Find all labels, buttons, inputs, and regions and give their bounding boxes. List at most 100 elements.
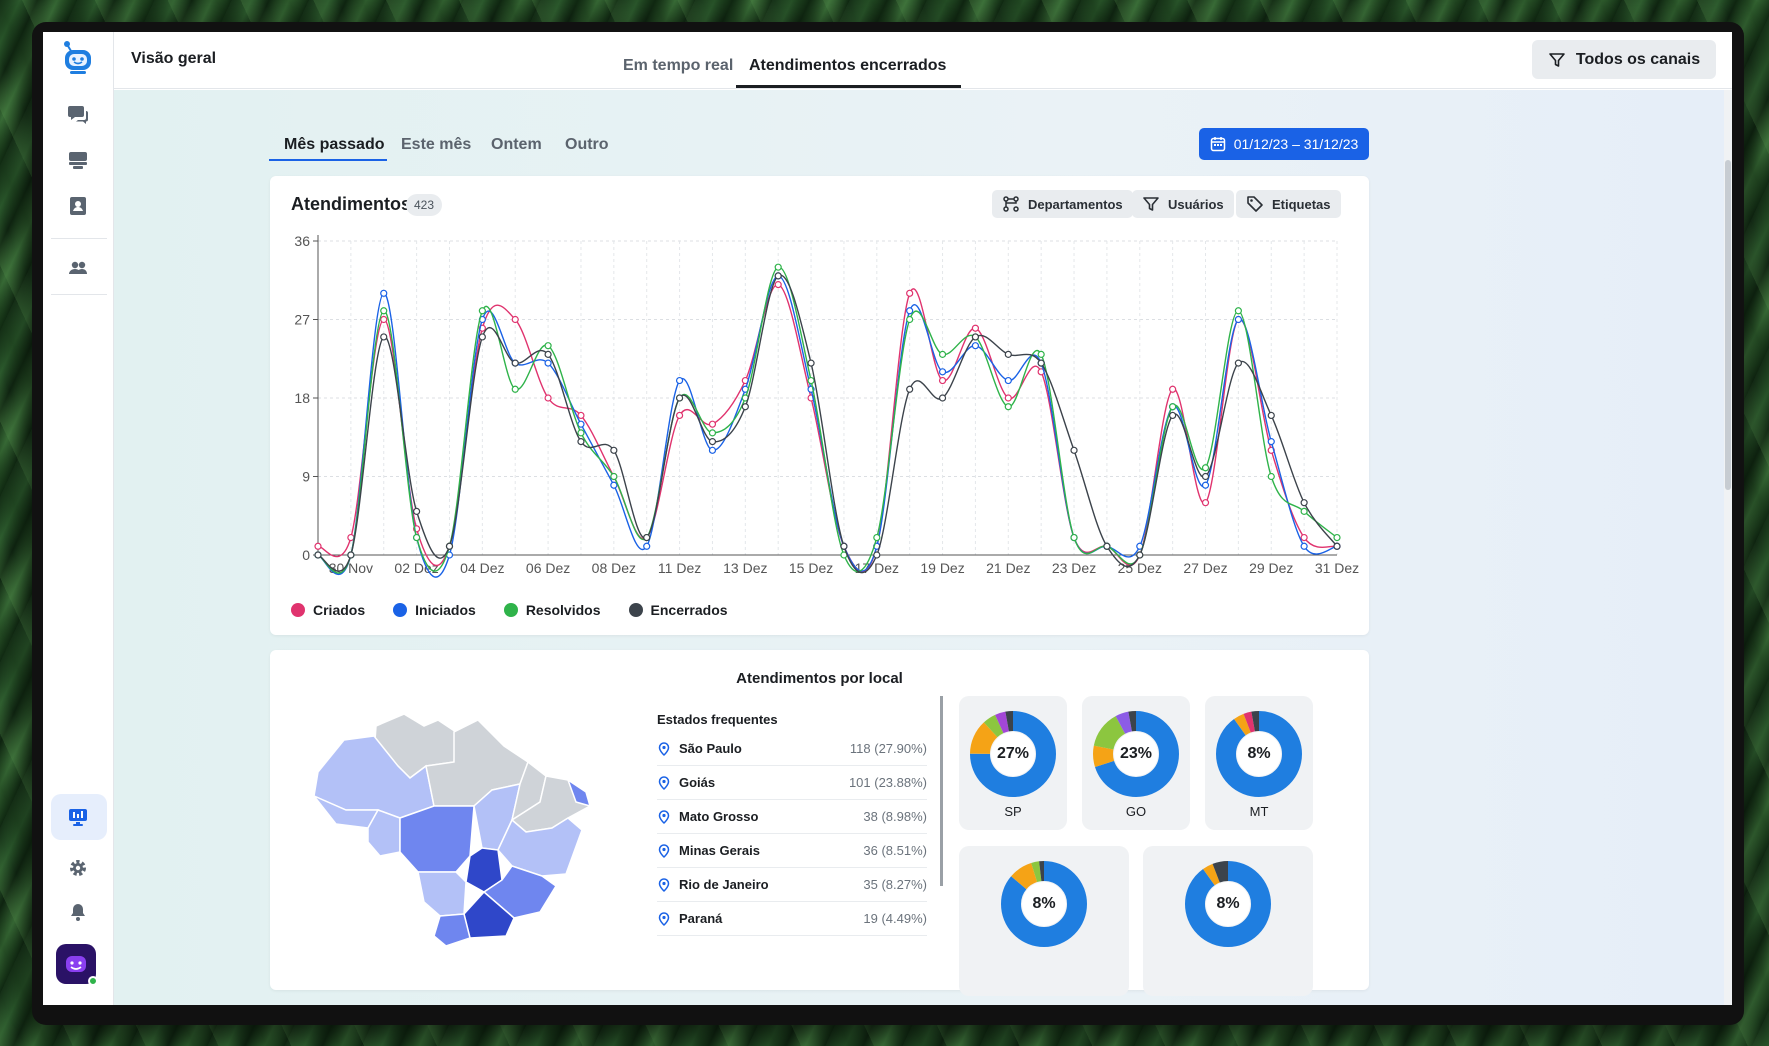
panel-icon[interactable] [60, 142, 96, 178]
data-point-encerrados [807, 359, 815, 367]
data-point-criados [577, 411, 585, 420]
location-card: Atendimentos por local Estados fre [270, 650, 1369, 996]
legend-label: Encerrados [650, 602, 728, 618]
map-state-parana [433, 913, 471, 946]
legend-item-encerrados[interactable]: Encerrados [628, 602, 728, 618]
data-point-encerrados [1103, 542, 1111, 550]
state-name: Rio de Janeiro [679, 877, 769, 892]
state-row[interactable]: Minas Gerais 36 (8.51%) [657, 834, 927, 868]
state-row[interactable]: Mato Grosso 38 (8.98%) [657, 800, 927, 834]
donut-card-4[interactable]: 8% [959, 846, 1129, 996]
donut-percent: 8% [1032, 895, 1056, 912]
donut-state-label: GO [1125, 804, 1147, 819]
state-row[interactable]: Goiás 101 (23.88%) [657, 766, 927, 800]
frequent-states-title: Estados frequentes [657, 712, 778, 727]
sidebar-divider [51, 294, 107, 295]
period-tab-other[interactable]: Outro [565, 136, 609, 153]
state-row[interactable]: Paraná 19 (4.49%) [657, 902, 927, 936]
data-point-iniciados [708, 446, 717, 454]
legend-item-criados[interactable]: Criados [291, 602, 365, 618]
data-point-iniciados [938, 368, 947, 376]
period-tab-this-month[interactable]: Este mês [401, 136, 472, 153]
gear-icon[interactable] [60, 850, 96, 886]
donut-hole [1206, 882, 1250, 926]
donut-chart-sp [970, 711, 1056, 797]
state-value: 19 (4.49%) [863, 911, 927, 926]
team-icon[interactable] [60, 250, 96, 286]
donut-segment [970, 711, 1056, 797]
x-tick-label: 31 Dez [1315, 560, 1359, 576]
app-window: Visão geral Em tempo real Atendimentos e… [43, 32, 1732, 1005]
data-point-resolvidos [1333, 533, 1341, 542]
users-filter-button[interactable]: Usuários [1132, 190, 1234, 218]
data-point-encerrados [675, 394, 684, 402]
map-state-ms [417, 871, 467, 917]
donut-card-sp[interactable]: 27% SP [959, 696, 1067, 830]
location-pin-icon [657, 843, 671, 858]
data-point-criados [511, 315, 519, 324]
main-scrollbar[interactable] [1724, 90, 1732, 1005]
departments-icon [1003, 196, 1019, 212]
data-point-iniciados [1004, 376, 1012, 385]
data-point-encerrados [1234, 359, 1242, 367]
data-point-encerrados [1201, 472, 1210, 481]
legend-item-resolvidos[interactable]: Resolvidos [503, 602, 601, 618]
data-point-iniciados [643, 542, 651, 550]
state-row[interactable]: São Paulo 118 (27.90%) [657, 732, 927, 766]
bot-logo-icon[interactable] [60, 40, 96, 76]
contacts-icon[interactable] [60, 188, 96, 224]
tab-realtime[interactable]: Em tempo real [623, 57, 734, 74]
x-tick-label: 13 Dez [723, 560, 767, 576]
all-channels-button[interactable]: Todos os canais [1532, 40, 1716, 79]
data-point-encerrados [544, 350, 552, 358]
states-list-scrollbar[interactable] [940, 696, 943, 886]
legend-dot [628, 603, 643, 617]
data-point-encerrados [840, 542, 848, 550]
donut-card-5[interactable]: 8% [1143, 846, 1313, 996]
chat-icon[interactable] [60, 96, 96, 132]
data-point-criados [1201, 499, 1210, 507]
location-pin-icon [657, 741, 671, 756]
data-point-criados [906, 289, 914, 297]
data-point-resolvidos [774, 263, 782, 271]
legend-dot [503, 603, 518, 617]
data-point-iniciados [1267, 438, 1275, 446]
donut-percent: 27% [996, 745, 1030, 762]
data-point-resolvidos [610, 472, 618, 481]
attendances-count-badge: 423 [406, 194, 443, 216]
top-header: Visão geral Em tempo real Atendimentos e… [114, 32, 1732, 89]
sidebar [43, 32, 114, 1005]
tags-filter-button[interactable]: Etiquetas [1236, 190, 1341, 218]
data-point-encerrados [1136, 551, 1144, 559]
donut-card-mt[interactable]: 8% MT [1205, 696, 1313, 830]
legend-item-iniciados[interactable]: Iniciados [393, 602, 476, 618]
date-range-button[interactable]: 01/12/23 – 31/12/23 [1199, 128, 1369, 160]
state-name: Paraná [679, 911, 723, 926]
page-title: Visão geral [131, 50, 217, 67]
y-tick-label: 0 [302, 547, 310, 563]
series-line-iniciados [317, 275, 1338, 578]
donut-card-go[interactable]: 23% GO [1082, 696, 1190, 830]
data-point-encerrados [971, 333, 980, 341]
period-tab-last-month[interactable]: Mês passado [284, 136, 385, 153]
tab-closed-attendances[interactable]: Atendimentos encerrados [749, 57, 947, 74]
y-tick-label: 18 [294, 390, 310, 406]
data-point-resolvidos [708, 429, 717, 437]
brazil-map [313, 713, 592, 946]
x-tick-label: 04 Dez [460, 560, 504, 576]
data-point-encerrados [708, 438, 717, 446]
bell-icon[interactable] [60, 894, 96, 930]
data-point-resolvidos [807, 376, 815, 385]
donut-chart-go [1093, 711, 1179, 797]
data-point-resolvidos [906, 315, 914, 324]
x-tick-label: 23 Dez [1052, 560, 1096, 576]
data-point-iniciados [971, 342, 980, 350]
tag-icon [1247, 196, 1263, 212]
state-name: São Paulo [679, 741, 742, 756]
dashboard-icon[interactable] [60, 799, 96, 835]
departments-filter-button[interactable]: Departamentos [992, 190, 1133, 218]
period-tab-yesterday[interactable]: Ontem [491, 136, 542, 153]
scrollbar-thumb[interactable] [1725, 160, 1731, 490]
state-row[interactable]: Rio de Janeiro 35 (8.27%) [657, 868, 927, 902]
avatar[interactable] [56, 944, 98, 986]
